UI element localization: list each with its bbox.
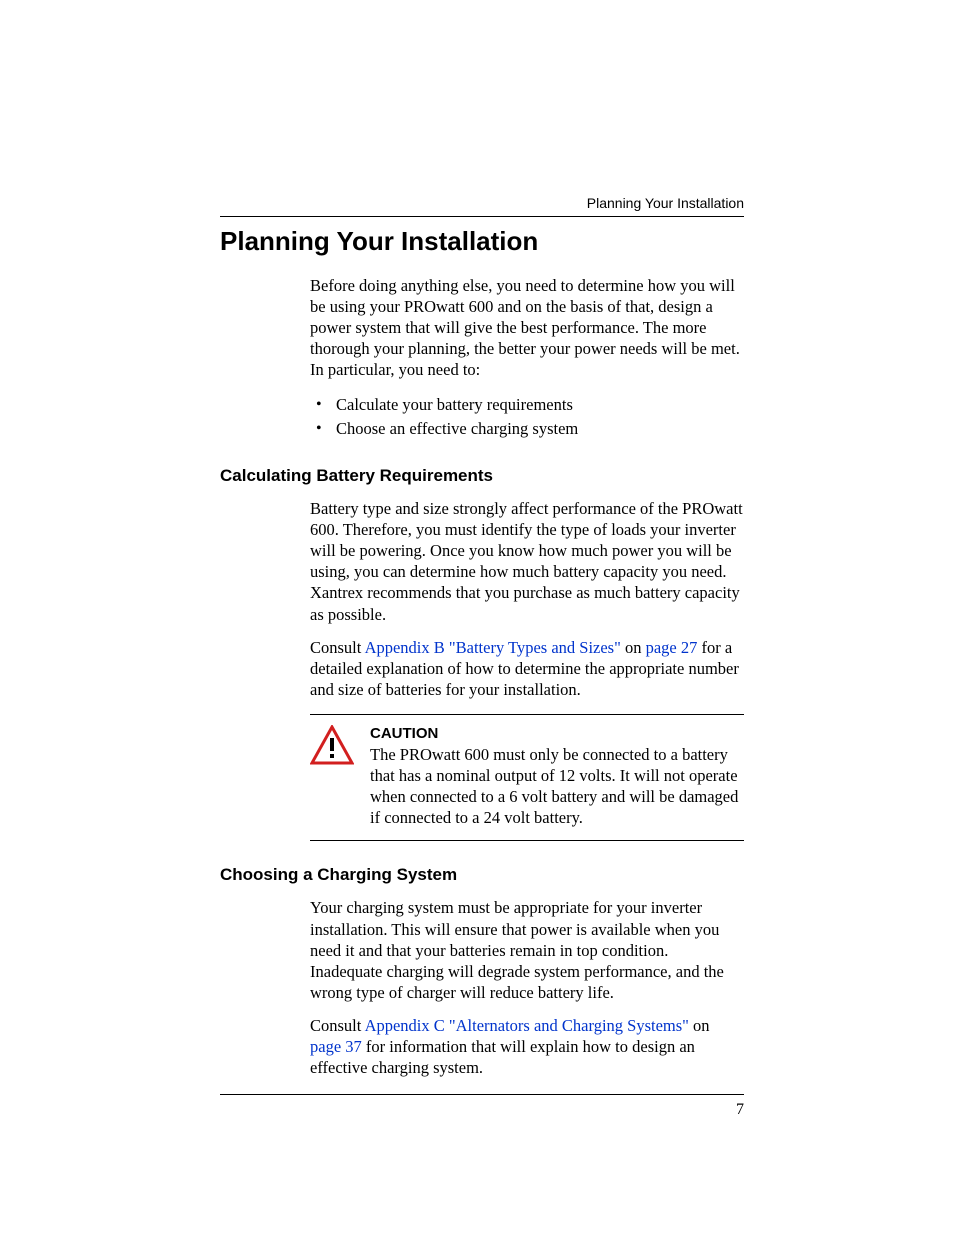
section1-para2: Consult Appendix B "Battery Types and Si…	[310, 637, 744, 700]
caution-body: The PROwatt 600 must only be connected t…	[370, 744, 744, 828]
page-number: 7	[736, 1101, 744, 1119]
running-header: Planning Your Installation	[587, 195, 744, 211]
intro-paragraph: Before doing anything else, you need to …	[310, 275, 744, 381]
caution-title: CAUTION	[370, 725, 744, 742]
section-heading-charging: Choosing a Charging System	[220, 865, 744, 885]
caution-box: CAUTION The PROwatt 600 must only be con…	[310, 714, 744, 841]
page-title: Planning Your Installation	[220, 226, 744, 257]
text-run: Consult	[310, 1016, 365, 1035]
intro-bullet-list: Calculate your battery requirements Choo…	[310, 393, 744, 443]
caution-icon	[310, 725, 354, 765]
section-heading-battery: Calculating Battery Requirements	[220, 466, 744, 486]
section1-body: Battery type and size strongly affect pe…	[310, 498, 744, 841]
text-run: on	[621, 638, 646, 657]
section1-para1: Battery type and size strongly affect pe…	[310, 498, 744, 625]
appendix-b-link[interactable]: Appendix B "Battery Types and Sizes"	[365, 638, 621, 657]
section2-para1: Your charging system must be appropriate…	[310, 897, 744, 1003]
appendix-c-link[interactable]: Appendix C "Alternators and Charging Sys…	[365, 1016, 689, 1035]
page-27-link[interactable]: page 27	[646, 638, 698, 657]
text-run: on	[689, 1016, 710, 1035]
section2-body: Your charging system must be appropriate…	[310, 897, 744, 1078]
bottom-rule	[220, 1094, 744, 1095]
document-page: Planning Your Installation Planning Your…	[0, 0, 954, 1235]
list-item: Choose an effective charging system	[310, 417, 744, 442]
intro-block: Before doing anything else, you need to …	[310, 275, 744, 442]
page-37-link[interactable]: page 37	[310, 1037, 362, 1056]
top-rule	[220, 216, 744, 217]
section2-para2: Consult Appendix C "Alternators and Char…	[310, 1015, 744, 1078]
list-item: Calculate your battery requirements	[310, 393, 744, 418]
caution-text: CAUTION The PROwatt 600 must only be con…	[370, 725, 744, 828]
text-run: for information that will explain how to…	[310, 1037, 695, 1077]
text-run: Consult	[310, 638, 365, 657]
